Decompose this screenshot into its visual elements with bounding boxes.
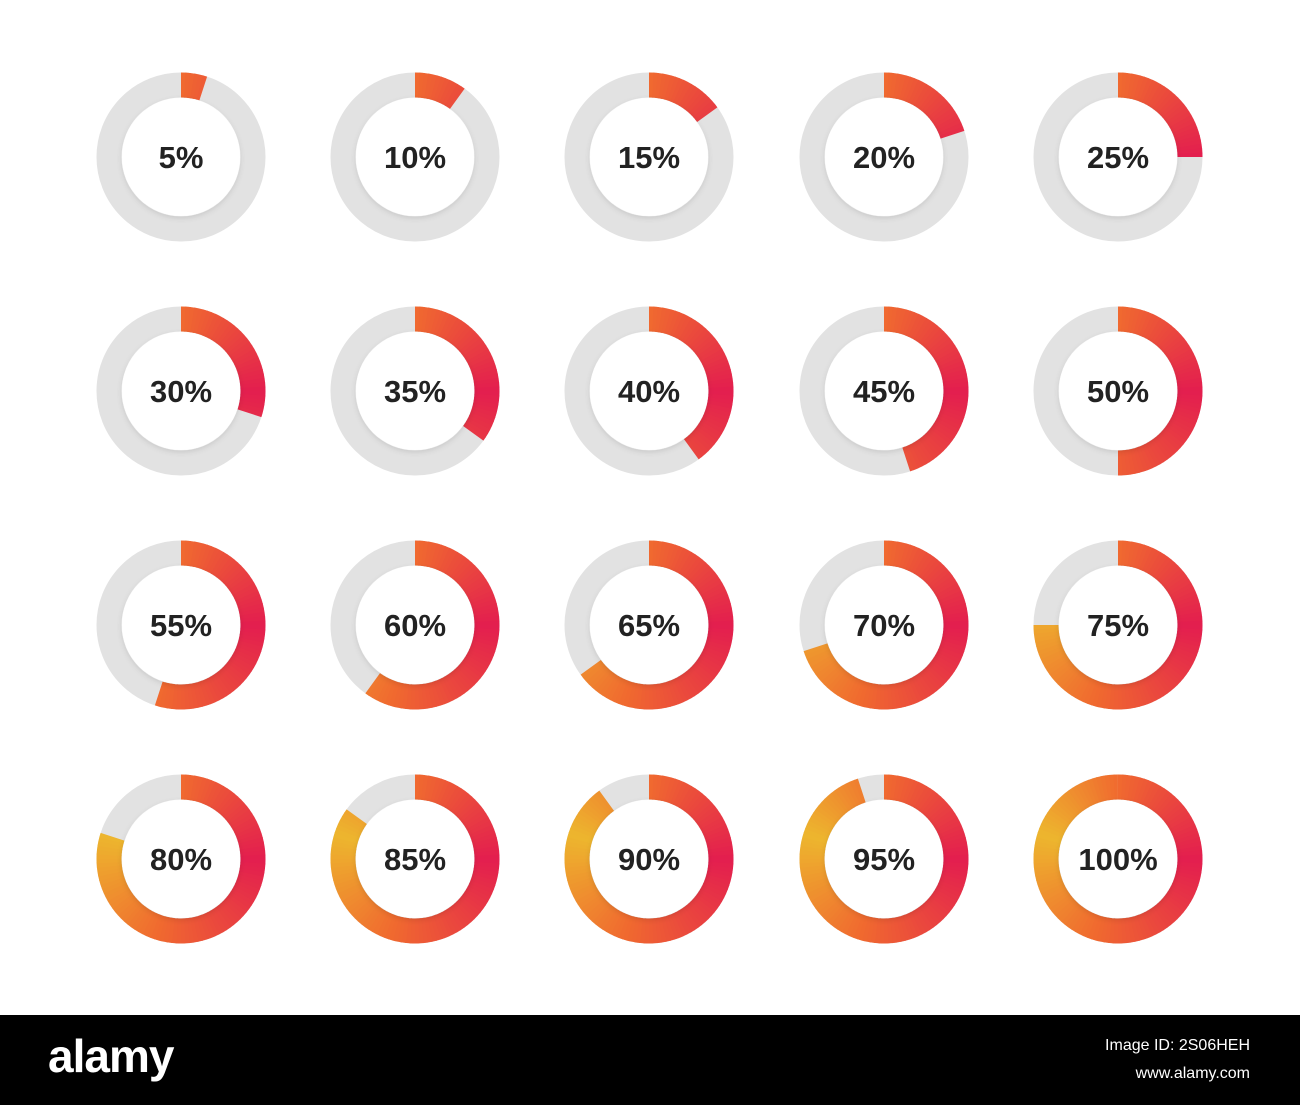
donut-inner-disc (122, 98, 240, 216)
donut-label: 30% (150, 374, 212, 409)
footer-bar: alamy Image ID: 2S06HEH www.alamy.com (0, 1015, 1300, 1105)
donut-value-arc (648, 72, 718, 123)
donut-30-percent: 30% (96, 306, 266, 476)
donut-inner-disc (825, 98, 943, 216)
donut-label: 55% (150, 608, 212, 643)
donut-label: 50% (1087, 374, 1149, 409)
donut-value-arc (365, 540, 500, 710)
donut-inner-disc (825, 332, 943, 450)
donut-label: 80% (150, 842, 212, 877)
donut-value-arc (180, 72, 208, 101)
donut-label: 65% (618, 608, 680, 643)
donut-value-arc (648, 306, 734, 460)
donut-label: 60% (384, 608, 446, 643)
donut-value-arc (1117, 72, 1203, 158)
donut-label: 70% (853, 608, 915, 643)
donut-25-percent: 25% (1033, 72, 1203, 242)
donut-label: 40% (618, 374, 680, 409)
donut-label: 45% (853, 374, 915, 409)
donut-label: 90% (618, 842, 680, 877)
donut-65-percent: 65% (564, 540, 734, 710)
donut-label: 75% (1087, 608, 1149, 643)
donut-chart-grid: 5% 10% 15% 20% 25% 30% 35% 40% 45% 50% 55% 60% 65% 70… (96, 72, 1203, 944)
donut-value-arc (799, 774, 969, 944)
donut-value-arc (180, 306, 266, 418)
donut-label: 35% (384, 374, 446, 409)
donut-100-percent: 100% (1033, 774, 1203, 944)
donut-60-percent: 60% (330, 540, 500, 710)
donut-value-arc (564, 774, 734, 944)
donut-inner-disc (356, 800, 474, 918)
donut-inner-disc (590, 800, 708, 918)
donut-inner-disc (590, 98, 708, 216)
donut-value-arc (414, 306, 500, 441)
donut-15-percent: 15% (564, 72, 734, 242)
donut-inner-disc (590, 332, 708, 450)
donut-inner-disc (590, 566, 708, 684)
image-id-text: Image ID: 2S06HEH (1105, 1037, 1250, 1054)
donut-value-arc (330, 774, 500, 944)
site-url-text: www.alamy.com (1135, 1065, 1250, 1082)
donut-20-percent: 20% (799, 72, 969, 242)
donut-label: 5% (159, 140, 204, 175)
donut-value-arc (580, 540, 734, 710)
donut-40-percent: 40% (564, 306, 734, 476)
donut-inner-disc (122, 566, 240, 684)
donut-label: 95% (853, 842, 915, 877)
donut-value-arc (883, 72, 965, 139)
donut-label: 20% (853, 140, 915, 175)
donut-value-arc (96, 774, 266, 944)
donut-85-percent: 85% (330, 774, 500, 944)
donut-inner-disc (122, 332, 240, 450)
donut-inner-disc (1059, 566, 1177, 684)
donut-label: 100% (1078, 842, 1157, 877)
donut-5-percent: 5% (96, 72, 266, 242)
donut-inner-disc (1059, 98, 1177, 216)
donut-label: 10% (384, 140, 446, 175)
donut-inner-disc (356, 332, 474, 450)
donut-inner-disc (356, 98, 474, 216)
donut-75-percent: 75% (1033, 540, 1203, 710)
donut-value-arc (1033, 774, 1203, 944)
donut-inner-disc (356, 566, 474, 684)
donut-inner-disc (122, 800, 240, 918)
donut-10-percent: 10% (330, 72, 500, 242)
donut-value-arc (1033, 540, 1203, 710)
donut-label: 25% (1087, 140, 1149, 175)
donut-95-percent: 95% (799, 774, 969, 944)
donut-45-percent: 45% (799, 306, 969, 476)
donut-90-percent: 90% (564, 774, 734, 944)
donut-value-arc (803, 540, 969, 710)
donut-inner-disc (1059, 332, 1177, 450)
donut-value-arc (883, 306, 969, 472)
donut-50-percent: 50% (1033, 306, 1203, 476)
donut-35-percent: 35% (330, 306, 500, 476)
brand-logo: alamy (48, 1030, 174, 1082)
donut-inner-disc (1059, 800, 1177, 918)
donut-label: 15% (618, 140, 680, 175)
donut-80-percent: 80% (96, 774, 266, 944)
donut-70-percent: 70% (799, 540, 969, 710)
donut-label: 85% (384, 842, 446, 877)
donut-value-arc (154, 540, 266, 710)
donut-55-percent: 55% (96, 540, 266, 710)
donut-value-arc (1117, 306, 1203, 476)
donut-inner-disc (825, 800, 943, 918)
donut-value-arc (414, 72, 465, 109)
donut-inner-disc (825, 566, 943, 684)
